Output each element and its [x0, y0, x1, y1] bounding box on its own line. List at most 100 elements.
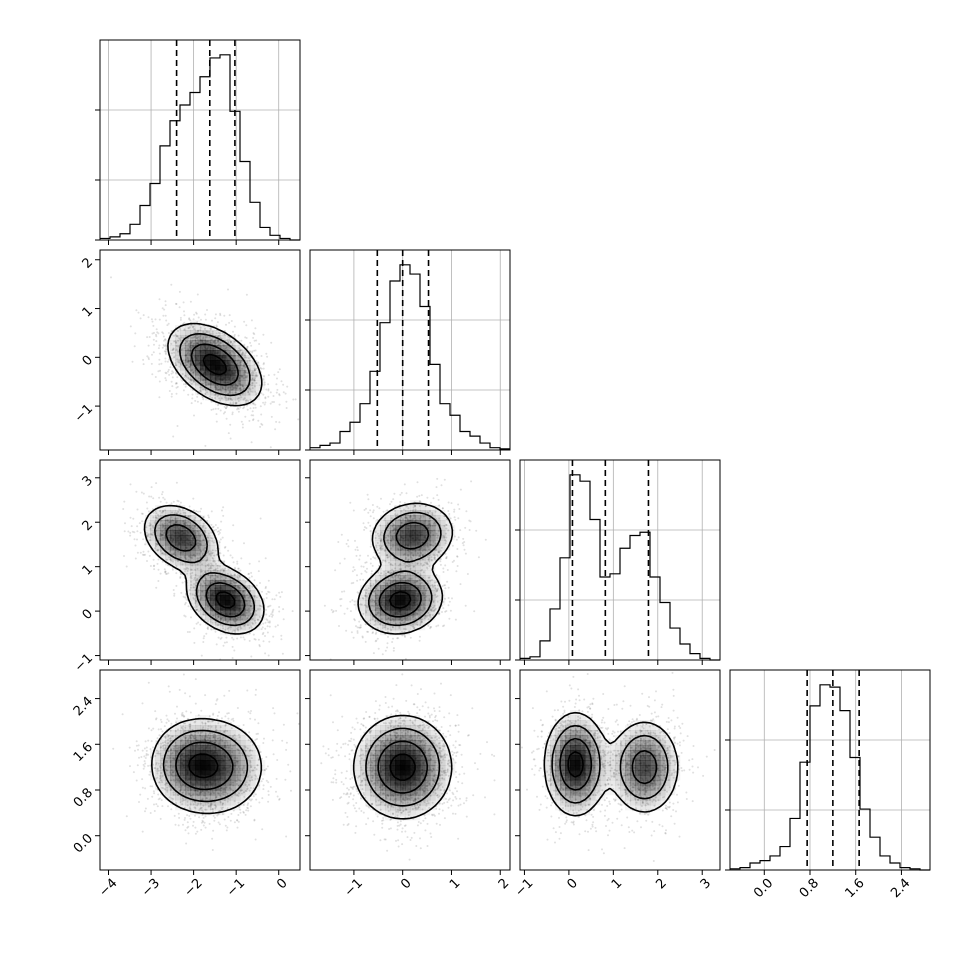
sample-point	[220, 617, 223, 620]
density-cell	[205, 535, 211, 541]
sample-point	[424, 592, 427, 595]
sample-point	[266, 355, 269, 358]
sample-point	[275, 420, 278, 423]
sample-point	[235, 387, 238, 389]
density-cell	[180, 525, 186, 531]
density-cell	[200, 580, 206, 586]
sample-point	[197, 590, 200, 593]
sample-point	[136, 538, 138, 541]
sample-point	[195, 343, 198, 346]
sample-point	[189, 554, 192, 557]
density-cell	[180, 540, 186, 546]
sample-point	[158, 537, 161, 540]
density-cell	[180, 555, 186, 561]
density-cell	[200, 390, 206, 396]
sample-point	[142, 358, 145, 361]
sample-point	[426, 561, 428, 564]
sample-point	[426, 511, 429, 514]
sample-point	[421, 618, 424, 621]
sample-point	[437, 530, 440, 533]
sample-point	[428, 520, 431, 523]
histogram-step	[100, 54, 300, 241]
density-cell	[155, 545, 161, 551]
sample-point	[184, 354, 187, 357]
sample-point	[230, 389, 233, 391]
sample-point	[356, 631, 359, 634]
sample-point	[214, 386, 217, 389]
sample-point	[260, 413, 263, 416]
sample-point	[201, 396, 204, 399]
sample-point	[421, 558, 424, 561]
sample-point	[197, 316, 200, 319]
sample-point	[230, 579, 233, 582]
sample-point	[237, 380, 240, 383]
sample-point	[172, 347, 175, 350]
sample-point	[384, 626, 387, 629]
sample-point	[405, 505, 408, 508]
sample-point	[202, 341, 205, 344]
sample-point	[192, 342, 195, 345]
sample-point	[238, 382, 241, 385]
sample-point	[203, 635, 206, 638]
sample-point	[178, 365, 181, 368]
sample-point	[195, 609, 198, 611]
density-cell	[220, 345, 226, 351]
sample-point	[427, 512, 430, 515]
sample-point	[236, 578, 239, 581]
sample-point	[248, 632, 251, 635]
sample-point	[444, 552, 447, 555]
density-cell	[255, 620, 261, 626]
sample-point	[433, 558, 436, 561]
sample-point	[211, 621, 214, 624]
sample-point	[265, 618, 268, 621]
sample-point	[393, 528, 396, 530]
density-cell	[200, 595, 206, 601]
sample-point	[210, 510, 213, 513]
sample-point	[158, 358, 161, 361]
sample-point	[191, 325, 194, 328]
sample-point	[375, 639, 378, 642]
sample-point	[254, 621, 257, 624]
sample-point	[179, 512, 182, 515]
sample-point	[206, 335, 209, 338]
sample-point	[225, 417, 228, 420]
density-cell	[190, 370, 196, 376]
sample-point	[404, 516, 407, 519]
sample-point	[416, 576, 419, 579]
sample-point	[374, 587, 377, 590]
density-cell	[245, 605, 251, 611]
density-cell	[235, 385, 241, 391]
sample-point	[201, 585, 204, 588]
sample-point	[248, 393, 251, 396]
sample-point	[187, 360, 190, 363]
density-cell	[220, 600, 226, 606]
density-cell	[185, 360, 191, 366]
density-cell	[210, 355, 216, 361]
sample-point	[193, 586, 196, 589]
sample-point	[185, 558, 188, 560]
sample-point	[215, 563, 217, 565]
sample-point	[439, 558, 442, 561]
contour-group	[143, 504, 265, 635]
sample-point	[345, 629, 348, 632]
sample-point	[386, 554, 389, 557]
sample-point	[427, 576, 430, 579]
sample-point	[156, 517, 159, 520]
sample-point	[411, 558, 414, 561]
density-cell	[190, 585, 196, 591]
sample-point	[436, 588, 439, 591]
sample-point	[148, 495, 151, 498]
density-cell	[185, 510, 191, 516]
density-cell	[225, 360, 231, 366]
sample-point	[214, 616, 217, 619]
density-cell	[210, 535, 216, 541]
sample-point	[269, 446, 272, 449]
density-cell	[240, 365, 246, 371]
sample-point	[212, 525, 215, 528]
contour-group	[167, 322, 263, 407]
sample-point	[219, 538, 222, 541]
sample-point	[251, 374, 254, 377]
sample-point	[349, 610, 352, 613]
sample-point	[391, 535, 394, 538]
sample-point	[408, 563, 411, 566]
